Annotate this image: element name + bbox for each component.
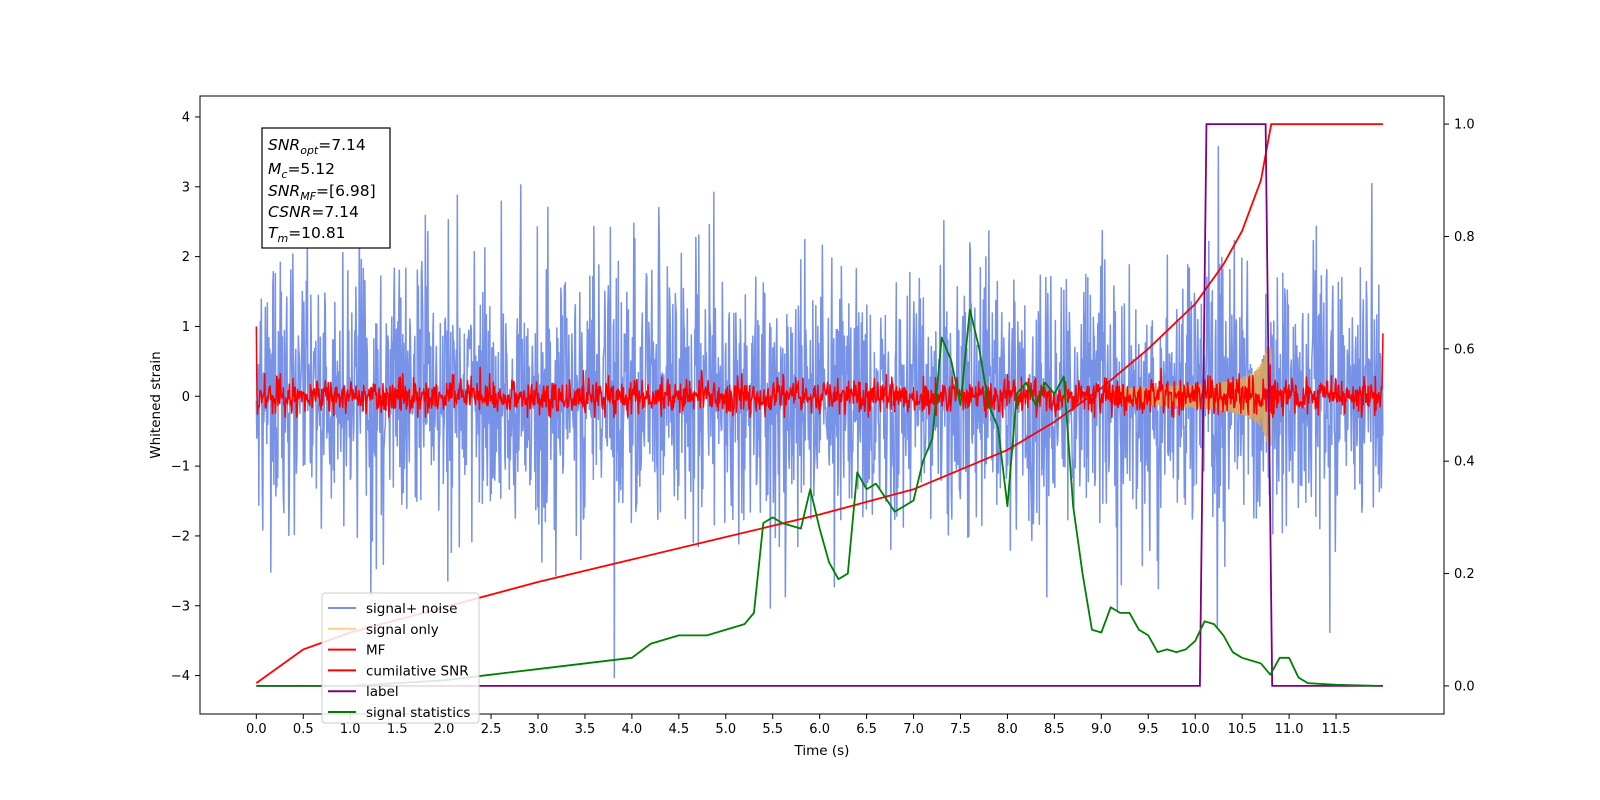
annotation-csnr-sym: CSNR [268,203,311,221]
annotation-frame [261,127,391,249]
annotation-tm-sub: m [277,232,288,245]
y2-tick-label: 0.2 [1454,567,1475,582]
legend-label-mf: MF [366,643,385,659]
annotation-mc-sym: M [268,160,281,178]
y2-tick-label: 0.0 [1454,679,1475,694]
x-tick-label: 5.0 [715,722,736,737]
annotation-tm: Tm=10.81 [268,224,346,245]
x-axis: 0.0 0.5 1.0 1.5 2.0 2.5 3.0 3.5 4.0 4.5 5.0 5.5 6.0 6… [246,714,1351,737]
annotation-snr-opt-value: =7.14 [318,136,366,154]
x-tick-label: 4.0 [622,722,643,737]
annotation-snr-mf-sub: MF [300,190,316,203]
annotation-csnr-value: =7.14 [311,203,359,221]
legend-label-cumilative-snr: cumilative SNR [366,663,469,679]
annotation-box: SNRopt=7.14 Mc=5.12 SNRMF=[6.98] CSNR=7.… [261,127,391,249]
y2-tick-label: 0.6 [1454,342,1475,357]
annotation-snr-mf-sym: SNR [268,182,300,200]
legend-label-label: label [366,684,399,700]
y-axis-left: 4 3 2 1 0 −1 −2 −3 −4 [171,110,200,684]
annotation-snr-opt-sub: opt [300,144,319,157]
x-tick-label: 2.5 [481,722,502,737]
x-tick-label: 3.0 [528,722,549,737]
x-tick-label: 5.5 [762,722,783,737]
x-tick-label: 9.5 [1138,722,1159,737]
y-tick-label: 2 [182,250,190,265]
series-signal-statistics [256,308,1379,687]
annotation-snr-opt-sym: SNR [268,136,300,154]
x-tick-label: 1.5 [387,722,408,737]
x-axis-label: Time (s) [794,743,850,759]
annotation-mc: Mc=5.12 [268,160,335,181]
x-tick-label: 7.0 [903,722,924,737]
x-tick-label: 8.0 [997,722,1018,737]
x-tick-label: 2.0 [434,722,455,737]
y-tick-label: 0 [182,390,190,405]
y-tick-label: −4 [171,669,190,684]
series-mf [255,326,1384,418]
y2-tick-label: 0.8 [1454,230,1475,245]
legend-label-signal-only: signal only [366,622,439,638]
legend-frame [321,592,480,724]
annotation-snr-mf: SNRMF=[6.98] [268,182,376,203]
x-tick-label: 7.5 [950,722,971,737]
plot-frame [199,95,1445,715]
annotation-mc-sub: c [281,168,287,181]
y-tick-label: −2 [171,529,190,544]
y2-tick-label: 1.0 [1454,118,1475,133]
legend-label-signal-plus-noise: signal+ noise [366,601,457,617]
annotation-tm-value: =10.81 [288,224,345,242]
x-tick-label: 10.0 [1181,722,1210,737]
x-tick-label: 10.5 [1228,722,1257,737]
x-tick-label: 9.0 [1091,722,1112,737]
x-tick-label: 8.5 [1044,722,1065,737]
legend-label-signal-statistics: signal statistics [366,705,470,721]
x-tick-label: 4.5 [668,722,689,737]
x-tick-label: 11.5 [1322,722,1351,737]
annotation-snr-mf-value: =[6.98] [316,182,376,200]
x-tick-label: 6.0 [809,722,830,737]
y-tick-label: −3 [171,599,190,614]
x-tick-label: 3.5 [575,722,596,737]
series-label [256,123,1383,687]
annotation-tm-sym: T [268,224,279,242]
y-tick-label: 3 [182,180,190,195]
x-tick-label: 6.5 [856,722,877,737]
x-tick-label: 1.0 [340,722,361,737]
y-tick-label: 1 [182,320,190,335]
annotation-mc-value: =5.12 [287,160,335,178]
y-tick-label: −1 [171,460,190,475]
y-tick-label: 4 [182,110,190,125]
legend: signal+ noise signal only MF cumilative SNR… [321,592,480,724]
x-tick-label: 11.0 [1275,722,1304,737]
annotation-csnr: CSNR=7.14 [268,203,359,221]
y2-tick-label: 0.4 [1454,455,1475,470]
x-tick-label: 0.0 [246,722,267,737]
x-tick-label: 0.5 [293,722,314,737]
annotation-snr-opt: SNRopt=7.14 [268,136,366,157]
y-axis-right: 1.0 0.8 0.6 0.4 0.2 0.0 [1444,118,1475,694]
y-axis-label: Whitened strain [148,351,164,458]
